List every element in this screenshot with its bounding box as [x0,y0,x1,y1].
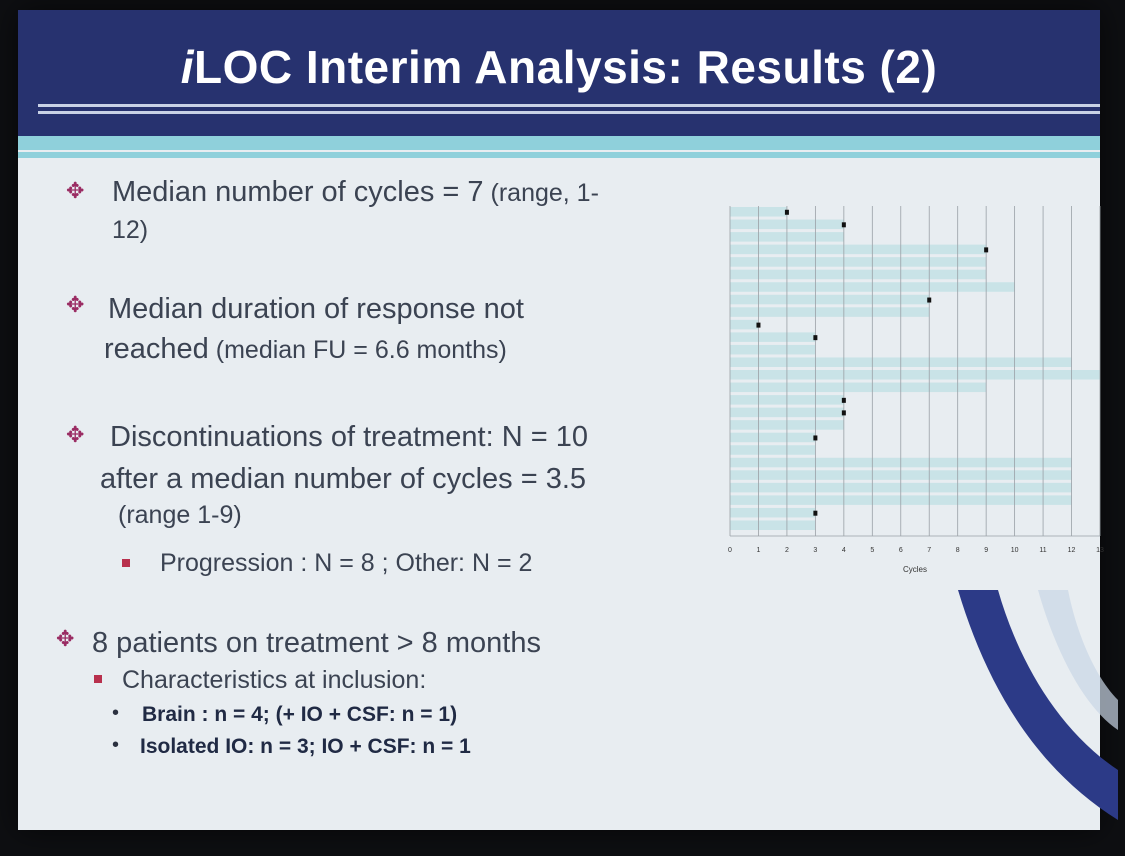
title-stripe [38,111,1100,114]
bullet-discontinuations-continued: after a median number of cycles = 3.5 [100,463,587,495]
chart-tick-label: 13 [1096,547,1104,554]
cycles-chart: 0 1 2 3 4 5 6 7 8 9 10 11 12 13 Cycles [708,196,1108,596]
chart-tick-label: 6 [899,547,903,554]
bullet-text: reached [104,333,209,365]
chart-bar [730,382,987,393]
slide: iLOC Interim Analysis: Results (2) ✥ Med… [18,10,1118,830]
chart-tick-label: 3 [813,547,817,554]
chart-bar [730,507,816,518]
dot-bullet-isolated-io: Isolated IO: n = 3; IO + CSF: n = 1 [140,735,471,758]
chart-tick-label: 5 [870,547,874,554]
bullet-text-small: (median FU = 6.6 months) [208,336,507,364]
bullet-response-continued: reached (median FU = 6.6 months) [104,332,724,367]
chart-marker [841,410,846,416]
sub-bullet-square-icon [94,675,102,683]
title-text: LOC Interim Analysis: Results (2) [193,41,938,93]
dot-bullet-icon: • [112,702,120,724]
bullet-text-small: (range, 1- [483,179,599,207]
bullet-star-icon: ✥ [56,626,75,651]
bullet-star-icon: ✥ [66,292,85,317]
chart-marker [813,435,818,441]
sub-bullet-characteristics: Characteristics at inclusion: [122,666,427,694]
chart-marker [841,397,846,403]
chart-marker [927,297,932,303]
chart-bar [730,244,987,255]
bullet-star-icon: ✥ [66,422,85,447]
chart-bar [730,432,816,443]
bullet-discontinuations: Discontinuations of treatment: N = 10 [110,421,588,453]
chart-tick-label: 7 [927,547,931,554]
sub-bullet-progression: Progression : N = 8 ; Other: N = 2 [160,549,533,577]
title-bar: iLOC Interim Analysis: Results (2) [18,10,1100,136]
chart-marker [756,322,761,328]
chart-tick-label: 10 [1011,547,1019,554]
title-stripe [38,104,1100,107]
slide-title: iLOC Interim Analysis: Results (2) [18,40,1100,94]
chart-tick-label: 8 [956,547,960,554]
bullet-response: Median duration of response not [108,293,524,325]
dot-bullet-brain: Brain : n = 4; (+ IO + CSF: n = 1) [142,703,458,726]
chart-marker [841,222,846,228]
chart-tick-label: 11 [1039,547,1046,554]
chart-marker [813,510,818,516]
chart-tick-label: 12 [1068,547,1076,554]
bullet-cycles: Median number of cycles = 7 (range, 1- [112,175,712,210]
chart-bar [730,344,816,355]
decorative-swoosh [958,590,1118,820]
accent-band [18,152,1100,158]
chart-marker [813,335,818,341]
chart-tick-label: 4 [842,547,846,554]
chart-tick-label: 9 [984,547,988,554]
chart-bar [730,319,759,330]
chart-bar [730,307,930,317]
bullet-range: (range 1-9) [118,501,242,529]
bullet-text-continued: 12) [112,216,149,244]
chart-bar [730,269,987,280]
dot-bullet-icon: • [112,734,120,756]
chart-tick-label: 1 [757,547,761,554]
chart-bar [730,370,1100,380]
chart-tick-label: 0 [728,547,732,554]
sub-bullet-square-icon [122,559,130,567]
chart-marker [984,247,989,253]
chart-xlabel: Cycles [903,565,927,574]
chart-bar [730,445,816,455]
chart-marker [784,209,789,215]
chart-bar [730,257,987,267]
chart-bar [730,332,816,342]
chart-tick-label: 2 [785,547,789,554]
chart-bar [730,520,816,530]
accent-band [18,136,1100,150]
chart-bar [730,294,930,305]
bullet-star-icon: ✥ [66,178,85,203]
title-italic-prefix: i [180,41,194,93]
bullet-text: Median number of cycles = 7 [112,176,484,208]
bullet-long-treatment: 8 patients on treatment > 8 months [92,627,541,659]
